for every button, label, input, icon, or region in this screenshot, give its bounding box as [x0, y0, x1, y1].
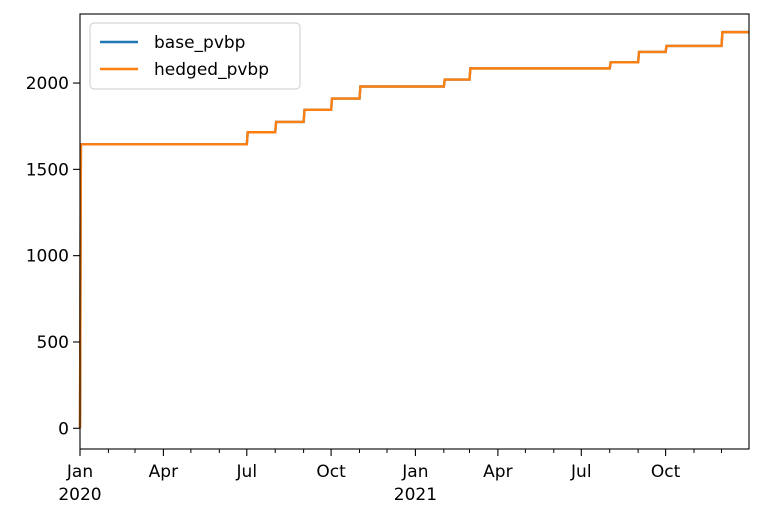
x-tick-label: Apr — [149, 462, 178, 482]
plot-frame — [79, 13, 750, 450]
x-tick-year-label: 2020 — [58, 485, 101, 505]
series-line-hedged_pvbp — [78, 30, 749, 429]
x-tick-label: Jul — [570, 462, 592, 482]
axes-layer: 0 500 1000 1500 2000 Jan 2020 Apr Jul Oct Jan 2021 A… — [26, 13, 750, 505]
x-tick-label: Jan — [401, 462, 428, 482]
x-tick-label: Apr — [483, 462, 512, 482]
y-tick-label: 2000 — [26, 74, 69, 94]
x-tick-label: Jul — [236, 462, 258, 482]
x-tick-label: Oct — [316, 462, 346, 482]
legend-label-hedged_pvbp: hedged_pvbp — [154, 60, 269, 80]
legend-label-base_pvbp: base_pvbp — [154, 33, 245, 53]
series-layer — [78, 30, 749, 429]
x-tick-year-label: 2021 — [394, 485, 437, 505]
y-tick-label: 1500 — [26, 160, 69, 180]
series-line-base_pvbp — [78, 30, 749, 429]
x-tick-label: Jan — [66, 462, 93, 482]
y-tick-label: 1000 — [26, 247, 69, 267]
legend-box — [89, 22, 301, 90]
x-tick-label: Oct — [651, 462, 681, 482]
legend: base_pvbp hedged_pvbp — [89, 22, 301, 90]
y-tick-label: 500 — [37, 333, 69, 353]
y-tick-label: 0 — [58, 419, 69, 439]
